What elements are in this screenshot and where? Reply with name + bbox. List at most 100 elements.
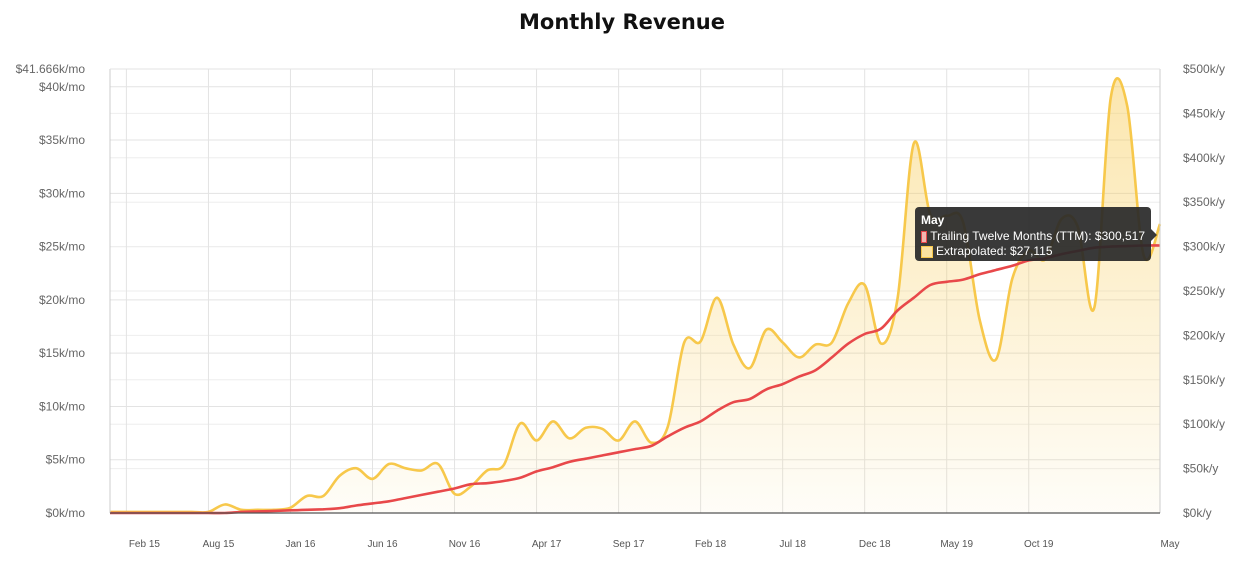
ttm-point	[699, 420, 702, 423]
extrapolated-point	[748, 367, 751, 370]
ttm-point	[502, 480, 505, 483]
extrapolated-point	[305, 494, 308, 497]
extrapolated-point	[912, 142, 915, 145]
area-layer	[110, 78, 1160, 513]
x-tick-label: Jun 16	[367, 539, 397, 550]
extrapolated-point	[519, 422, 522, 425]
extrapolated-point	[404, 467, 407, 470]
tooltip-row-ttm: Trailing Twelve Months (TTM): $300,517	[921, 229, 1145, 244]
ttm-point	[519, 476, 522, 479]
y-right-tick-label: $350k/y	[1183, 195, 1225, 209]
extrapolated-point	[830, 341, 833, 344]
x-tick-label: Dec 18	[859, 539, 891, 550]
extrapolated-point	[355, 467, 358, 470]
extrapolated-point	[453, 492, 456, 495]
x-tick-label: Aug 15	[203, 539, 235, 550]
extrapolated-point	[601, 427, 604, 430]
ttm-point	[601, 454, 604, 457]
extrapolated-point	[617, 439, 620, 442]
ttm-point	[535, 470, 538, 473]
ttm-point	[814, 369, 817, 372]
extrapolated-point	[535, 439, 538, 442]
extrapolated-point	[387, 462, 390, 465]
x-tick-label: Jan 16	[285, 539, 315, 550]
ttm-point	[584, 457, 587, 460]
ttm-point	[634, 448, 637, 451]
y-left-tick-label: $5k/mo	[46, 453, 86, 467]
y-left-tick-label: $41.666k/mo	[16, 62, 86, 76]
ttm-point	[716, 409, 719, 412]
ttm-point	[732, 401, 735, 404]
extrapolated-point	[1126, 104, 1129, 107]
tooltip-extrapolated-value: Extrapolated: $27,115	[936, 244, 1053, 258]
extrapolated-point	[420, 469, 423, 472]
y-left-tick-label: $20k/mo	[39, 293, 85, 307]
x-tick-label: Sep 17	[613, 539, 645, 550]
extrapolated-point	[634, 420, 637, 423]
extrapolated-point	[486, 469, 489, 472]
ttm-point	[781, 383, 784, 386]
ttm-point	[289, 509, 292, 512]
extrapolated-point	[437, 462, 440, 465]
tooltip-title: May	[921, 213, 945, 227]
y-left-tick-label: $0k/mo	[46, 506, 86, 520]
ttm-point	[650, 444, 653, 447]
extrapolated-point	[847, 302, 850, 305]
y-left-tick-label: $40k/mo	[39, 80, 85, 94]
extrapolated-point	[502, 464, 505, 467]
ttm-point	[683, 426, 686, 429]
extrapolated-point	[584, 426, 587, 429]
y-right-tick-label: $500k/y	[1183, 62, 1225, 76]
extrapolated-area	[110, 78, 1160, 513]
extrapolated-point	[650, 441, 653, 444]
extrapolated-point	[568, 437, 571, 440]
ttm-line	[110, 244, 1161, 515]
tooltip-row-extrapolated: Extrapolated: $27,115	[921, 244, 1145, 259]
x-tick-label: Oct 19	[1024, 539, 1054, 550]
extrapolated-point	[371, 477, 374, 480]
ttm-point	[945, 280, 948, 283]
y-right-tick-label: $50k/y	[1183, 462, 1218, 476]
x-tick-label: May	[1161, 539, 1180, 550]
extrapolated-point	[338, 474, 341, 477]
extrapolated-point	[699, 340, 702, 343]
y-left-tick-label: $30k/mo	[39, 186, 85, 200]
extrapolated-point	[814, 343, 817, 346]
y-right-tick-label: $150k/y	[1183, 373, 1225, 387]
ttm-point	[371, 502, 374, 505]
extrapolated-point	[289, 506, 292, 509]
ttm-point	[765, 388, 768, 391]
ttm-point	[929, 283, 932, 286]
x-tick-label: Feb 15	[129, 539, 161, 550]
ttm-swatch	[921, 230, 928, 243]
ttm-point	[486, 482, 489, 485]
ttm-point	[830, 356, 833, 359]
y-left-tick-label: $15k/mo	[39, 346, 85, 360]
y-left-tick-label: $25k/mo	[39, 240, 85, 254]
extrapolated-point	[223, 503, 226, 506]
ttm-point	[404, 497, 407, 500]
extrapolated-point	[322, 494, 325, 497]
ttm-point	[305, 508, 308, 511]
ttm-point	[355, 504, 358, 507]
x-tick-label: Apr 17	[532, 539, 562, 550]
line-layer	[109, 77, 1162, 515]
x-tick-label: May 19	[940, 539, 973, 550]
y-right-tick-label: $200k/y	[1183, 328, 1225, 342]
extrapolated-swatch	[921, 245, 933, 258]
ttm-point	[666, 435, 669, 438]
extrapolated-point	[765, 328, 768, 331]
x-tick-label: Jul 18	[779, 539, 806, 550]
tooltip-ttm-value: Trailing Twelve Months (TTM): $300,517	[930, 229, 1145, 243]
ttm-point	[551, 466, 554, 469]
ttm-point	[273, 509, 276, 512]
extrapolated-point	[1109, 96, 1112, 99]
extrapolated-point	[716, 296, 719, 299]
ttm-point	[437, 490, 440, 493]
x-tick-label: Nov 16	[449, 539, 481, 550]
ttm-point	[863, 332, 866, 335]
ttm-point	[568, 460, 571, 463]
ttm-point	[387, 500, 390, 503]
extrapolated-point	[994, 358, 997, 361]
